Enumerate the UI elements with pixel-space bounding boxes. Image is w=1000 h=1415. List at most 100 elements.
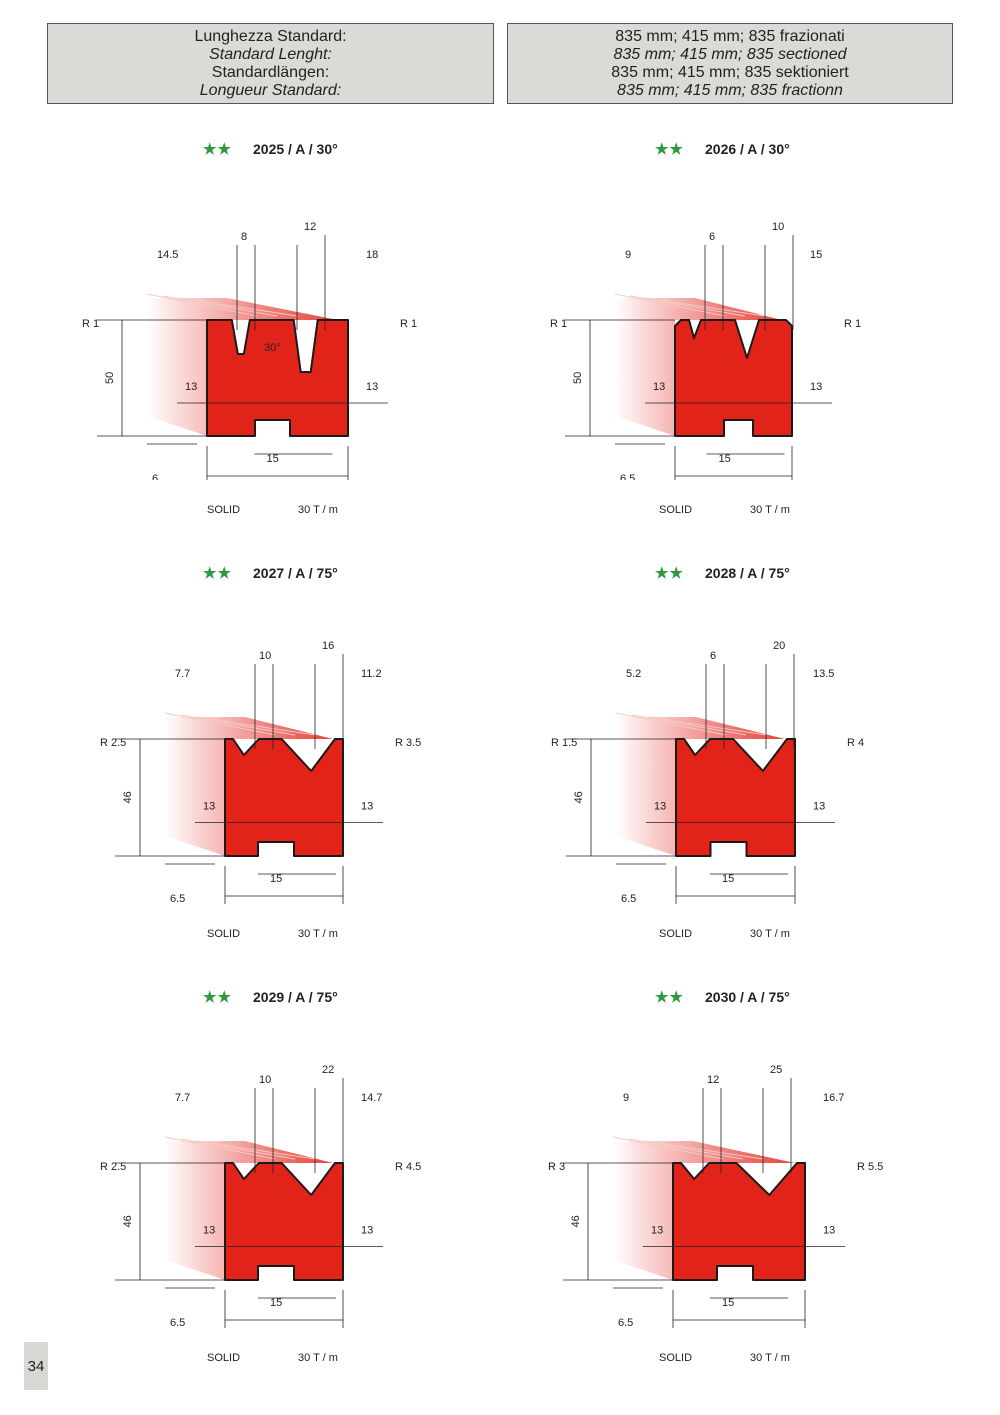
dim-v2: 22 xyxy=(322,1064,334,1076)
material-label: SOLID xyxy=(207,504,241,516)
dim-v1: 10 xyxy=(259,1074,271,1086)
value-italian: 835 mm; 415 mm; 835 frazionati xyxy=(615,27,845,45)
dim-slot: 15 xyxy=(270,1297,282,1309)
dim-v2: 16 xyxy=(322,640,334,652)
material-label: SOLID xyxy=(659,1352,693,1364)
dim-v2: 20 xyxy=(773,640,785,652)
dim-r-right: R 5.5 xyxy=(857,1161,883,1173)
die-perspective-shade xyxy=(165,717,333,856)
dim-left: 14.5 xyxy=(157,249,178,261)
die-code: 2030 / A / 75° xyxy=(705,989,790,1005)
value-french: 835 mm; 415 mm; 835 fractionn xyxy=(617,81,843,99)
die-code: 2029 / A / 75° xyxy=(253,989,338,1005)
dim-right: 15 xyxy=(810,249,822,261)
dim-slot: 15 xyxy=(722,1297,734,1309)
die-profile xyxy=(224,1162,344,1281)
dim-r-right: R 3.5 xyxy=(395,737,421,749)
dim-right: 13.5 xyxy=(813,668,834,680)
dim-mid-right: 13 xyxy=(813,801,825,813)
dim-v1: 12 xyxy=(707,1074,719,1086)
dim-height: 50 xyxy=(572,372,584,384)
die-perspective-shade xyxy=(165,1141,333,1280)
die-title: ★★ 2029 / A / 75° xyxy=(0,988,500,1014)
load-rating: 30 T / m xyxy=(750,1352,790,1364)
dim-mid-left: 13 xyxy=(185,381,197,393)
rating-stars-icon: ★★ xyxy=(655,141,684,158)
die-title: ★★ 2025 / A / 30° xyxy=(0,140,500,166)
load-rating: 30 T / m xyxy=(750,504,790,516)
dim-v1: 8 xyxy=(241,231,247,243)
die-title: ★★ 2027 / A / 75° xyxy=(0,564,500,590)
dim-right: 14.7 xyxy=(361,1092,382,1104)
die-card: ★★ 2028 / A / 75° 6 20 5.2 13.5 R 1.5 R 4 13 13 6.… xyxy=(452,564,952,988)
die-title: ★★ 2026 / A / 30° xyxy=(452,140,952,166)
dim-mid-right: 13 xyxy=(361,801,373,813)
die-perspective-shade xyxy=(616,717,785,856)
value-german: 835 mm; 415 mm; 835 sektioniert xyxy=(611,63,849,81)
dim-r-left: R 3 xyxy=(548,1161,565,1173)
die-profile xyxy=(674,319,793,437)
label-english: Standard Lenght: xyxy=(209,45,332,63)
label-german: Standardlängen: xyxy=(211,63,330,81)
dim-v2: 25 xyxy=(770,1064,782,1076)
dim-v1: 6 xyxy=(709,231,715,243)
value-english: 835 mm; 415 mm; 835 sectioned xyxy=(613,45,847,63)
material-label: SOLID xyxy=(659,504,693,516)
dim-r-left: R 1 xyxy=(550,318,567,330)
die-profile xyxy=(206,319,349,437)
dim-base: 6 xyxy=(152,473,158,480)
dim-slot: 15 xyxy=(719,453,731,465)
die-code: 2027 / A / 75° xyxy=(253,565,338,581)
dim-r-right: R 1 xyxy=(844,318,861,330)
material-label: SOLID xyxy=(207,1352,241,1364)
load-rating: 30 T / m xyxy=(298,504,338,516)
dim-v1: 6 xyxy=(710,650,716,662)
dim-right: 18 xyxy=(366,249,378,261)
load-rating: 30 T / m xyxy=(750,928,790,940)
dim-mid-right: 13 xyxy=(810,381,822,393)
dim-height: 46 xyxy=(570,1215,582,1227)
dim-height: 46 xyxy=(573,791,585,803)
die-code: 2026 / A / 30° xyxy=(705,141,790,157)
dim-height: 46 xyxy=(122,791,134,803)
load-rating: 30 T / m xyxy=(298,1352,338,1364)
rating-stars-icon: ★★ xyxy=(203,989,232,1006)
load-rating: 30 T / m xyxy=(298,928,338,940)
dim-mid-right: 13 xyxy=(366,381,378,393)
dim-slot: 15 xyxy=(267,453,279,465)
die-perspective-shade xyxy=(613,1141,795,1280)
dim-v2: 12 xyxy=(304,221,316,233)
die-profile xyxy=(224,738,344,857)
standard-length-values: 835 mm; 415 mm; 835 frazionati 835 mm; 4… xyxy=(507,23,953,104)
dim-height: 50 xyxy=(104,372,116,384)
dim-r-right: R 1 xyxy=(400,318,417,330)
dim-base: 6.5 xyxy=(618,1317,633,1328)
die-perspective-shade xyxy=(615,298,782,436)
die-code: 2025 / A / 30° xyxy=(253,141,338,157)
die-card: ★★ 2030 / A / 75° 12 25 9 16.7 R 3 R 5.5 13 13 6.5… xyxy=(452,988,952,1412)
dim-slot: 15 xyxy=(722,873,734,885)
dim-r-right: R 4.5 xyxy=(395,1161,421,1173)
die-card: ★★ 2029 / A / 75° 10 22 7.7 14.7 R 2.5 R 4.5 13 1… xyxy=(0,988,500,1412)
material-label: SOLID xyxy=(207,928,241,940)
dim-base: 6.5 xyxy=(170,893,185,904)
dim-mid-left: 13 xyxy=(203,1225,215,1237)
dim-mid-right: 13 xyxy=(823,1225,835,1237)
die-card: ★★ 2027 / A / 75° 10 16 7.7 11.2 R 2.5 R 3.5 13 1… xyxy=(0,564,500,988)
dim-mid-right: 13 xyxy=(361,1225,373,1237)
dim-height: 46 xyxy=(122,1215,134,1227)
label-italian: Lunghezza Standard: xyxy=(194,27,347,45)
dim-v2: 10 xyxy=(772,221,784,233)
material-label: SOLID xyxy=(659,928,693,940)
dim-left: 9 xyxy=(625,249,631,261)
die-profile xyxy=(675,738,796,857)
dim-mid-left: 13 xyxy=(653,381,665,393)
die-profile xyxy=(672,1162,806,1281)
